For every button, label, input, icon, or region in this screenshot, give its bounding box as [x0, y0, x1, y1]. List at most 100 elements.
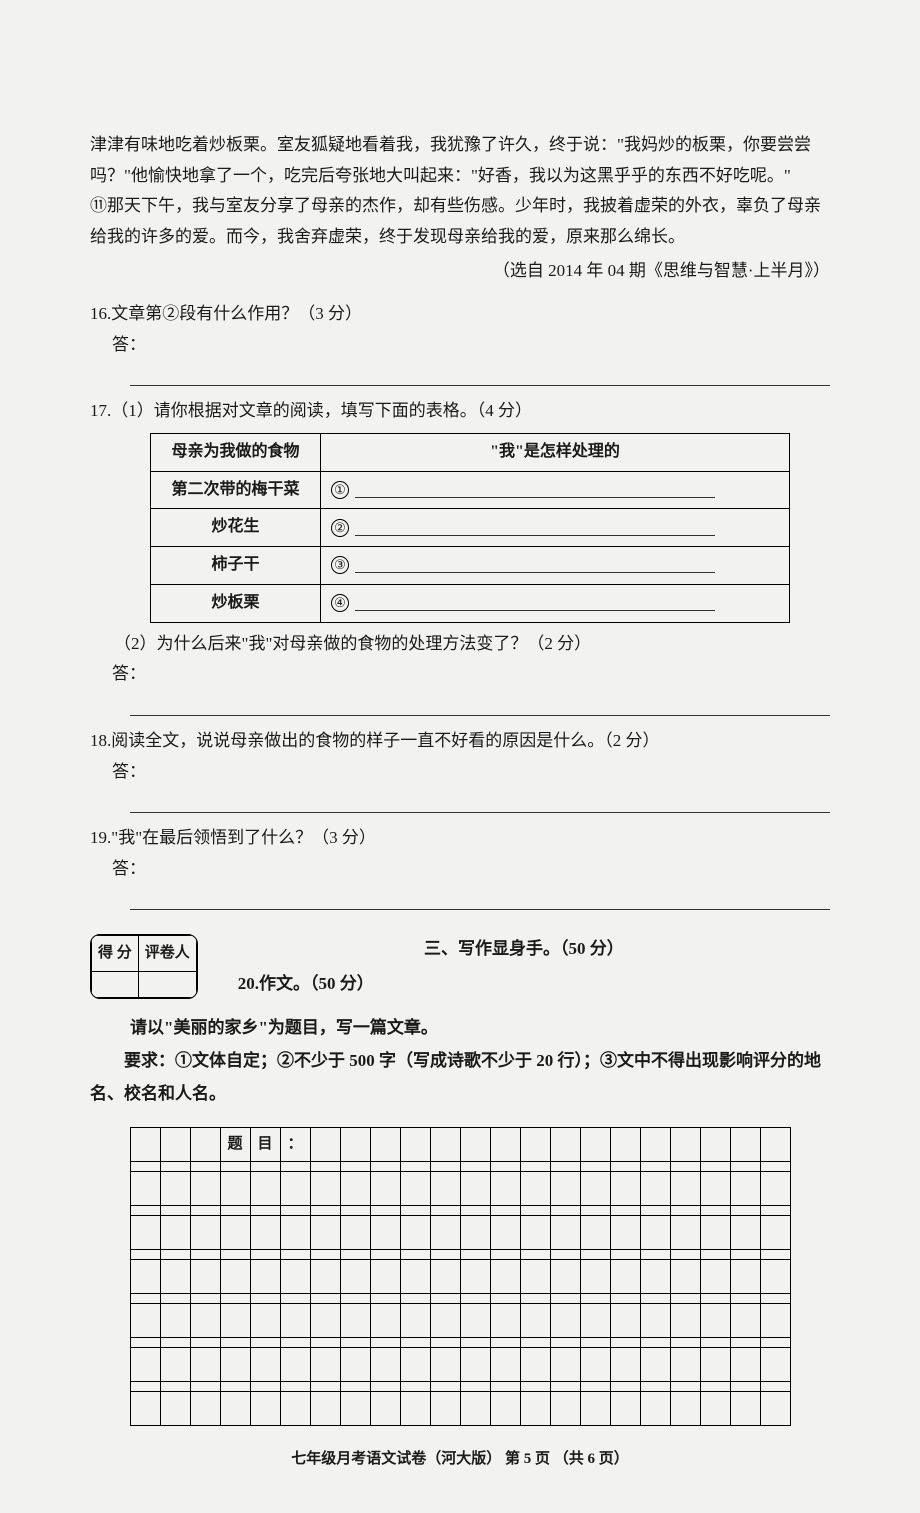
grid-cell[interactable] — [280, 1216, 310, 1250]
grid-cell[interactable] — [550, 1216, 580, 1250]
grid-cell[interactable] — [640, 1304, 670, 1338]
grid-cell[interactable] — [700, 1128, 730, 1162]
grid-cell[interactable] — [760, 1304, 790, 1338]
q17-ans-4[interactable]: ④ — [321, 584, 790, 622]
grid-cell[interactable] — [580, 1216, 610, 1250]
grid-cell[interactable] — [670, 1304, 700, 1338]
grid-cell[interactable] — [580, 1172, 610, 1206]
grid-cell[interactable] — [340, 1172, 370, 1206]
q19-answer-line[interactable] — [130, 888, 830, 910]
grid-cell[interactable] — [580, 1348, 610, 1382]
grid-cell[interactable] — [340, 1216, 370, 1250]
grid-cell[interactable] — [340, 1128, 370, 1162]
grid-cell[interactable] — [190, 1216, 220, 1250]
grid-cell[interactable] — [640, 1172, 670, 1206]
grid-cell[interactable] — [190, 1348, 220, 1382]
grid-cell[interactable] — [160, 1172, 190, 1206]
grid-cell[interactable] — [310, 1392, 340, 1426]
grid-cell[interactable] — [580, 1392, 610, 1426]
grid-cell[interactable] — [670, 1348, 700, 1382]
grid-cell[interactable] — [640, 1128, 670, 1162]
grid-cell[interactable] — [160, 1304, 190, 1338]
grid-cell[interactable] — [190, 1304, 220, 1338]
grid-cell[interactable] — [460, 1392, 490, 1426]
q17-ans-1[interactable]: ① — [321, 471, 790, 509]
grid-cell[interactable] — [130, 1216, 160, 1250]
grid-cell[interactable] — [310, 1348, 340, 1382]
grid-cell[interactable] — [730, 1172, 760, 1206]
grid-cell[interactable] — [700, 1172, 730, 1206]
writing-grid[interactable]: 题目： — [130, 1127, 791, 1426]
grid-cell[interactable] — [400, 1216, 430, 1250]
grid-cell[interactable] — [700, 1260, 730, 1294]
grid-cell[interactable] — [580, 1128, 610, 1162]
grid-cell[interactable] — [700, 1304, 730, 1338]
grid-cell[interactable] — [190, 1172, 220, 1206]
grid-cell[interactable] — [460, 1348, 490, 1382]
grid-cell[interactable] — [400, 1392, 430, 1426]
grid-cell[interactable] — [310, 1216, 340, 1250]
grid-cell[interactable] — [220, 1392, 250, 1426]
grid-cell[interactable] — [220, 1172, 250, 1206]
q17-answer-line[interactable] — [130, 694, 830, 716]
grid-cell[interactable] — [550, 1348, 580, 1382]
grid-cell[interactable] — [490, 1172, 520, 1206]
grid-cell[interactable] — [190, 1128, 220, 1162]
score-cell[interactable] — [92, 972, 139, 998]
grid-cell[interactable] — [130, 1348, 160, 1382]
grid-cell[interactable] — [490, 1260, 520, 1294]
grid-cell[interactable] — [310, 1128, 340, 1162]
grid-cell[interactable] — [550, 1260, 580, 1294]
grid-cell[interactable] — [520, 1128, 550, 1162]
grid-cell[interactable] — [490, 1216, 520, 1250]
grid-cell[interactable] — [310, 1172, 340, 1206]
grid-cell[interactable] — [280, 1304, 310, 1338]
grid-cell[interactable] — [370, 1392, 400, 1426]
grid-cell[interactable] — [550, 1172, 580, 1206]
grid-cell[interactable] — [460, 1128, 490, 1162]
grid-cell[interactable] — [400, 1348, 430, 1382]
grid-cell[interactable] — [430, 1172, 460, 1206]
grid-cell[interactable] — [520, 1260, 550, 1294]
grid-cell[interactable]: 题 — [220, 1128, 250, 1162]
grid-cell[interactable] — [700, 1348, 730, 1382]
grid-cell[interactable] — [250, 1348, 280, 1382]
grid-cell[interactable] — [430, 1216, 460, 1250]
grid-cell[interactable] — [640, 1260, 670, 1294]
grid-cell[interactable] — [460, 1304, 490, 1338]
grid-cell[interactable] — [160, 1128, 190, 1162]
grid-cell[interactable] — [490, 1128, 520, 1162]
grid-cell[interactable] — [610, 1216, 640, 1250]
grid-cell[interactable] — [520, 1304, 550, 1338]
grid-cell[interactable] — [340, 1392, 370, 1426]
grid-cell[interactable] — [190, 1260, 220, 1294]
grid-cell[interactable] — [370, 1216, 400, 1250]
grid-cell[interactable] — [160, 1260, 190, 1294]
grid-cell[interactable] — [370, 1304, 400, 1338]
grid-cell[interactable] — [550, 1392, 580, 1426]
grid-cell[interactable] — [670, 1392, 700, 1426]
grid-cell[interactable] — [490, 1348, 520, 1382]
grid-cell[interactable] — [340, 1304, 370, 1338]
grid-cell[interactable] — [250, 1216, 280, 1250]
grid-cell[interactable] — [400, 1128, 430, 1162]
grid-cell[interactable] — [580, 1260, 610, 1294]
grid-cell[interactable] — [670, 1260, 700, 1294]
grid-cell[interactable] — [460, 1216, 490, 1250]
grid-cell[interactable] — [460, 1172, 490, 1206]
grid-cell[interactable]: ： — [280, 1128, 310, 1162]
grid-cell[interactable] — [520, 1348, 550, 1382]
marker-cell[interactable] — [138, 972, 196, 998]
grid-cell[interactable] — [370, 1172, 400, 1206]
grid-cell[interactable] — [730, 1260, 760, 1294]
grid-cell[interactable] — [580, 1304, 610, 1338]
grid-cell[interactable] — [760, 1172, 790, 1206]
grid-cell[interactable] — [610, 1128, 640, 1162]
grid-cell[interactable] — [400, 1304, 430, 1338]
grid-cell[interactable] — [220, 1304, 250, 1338]
grid-cell[interactable] — [220, 1216, 250, 1250]
grid-cell[interactable] — [730, 1128, 760, 1162]
grid-cell[interactable] — [340, 1348, 370, 1382]
grid-cell[interactable] — [610, 1260, 640, 1294]
grid-cell[interactable] — [730, 1348, 760, 1382]
